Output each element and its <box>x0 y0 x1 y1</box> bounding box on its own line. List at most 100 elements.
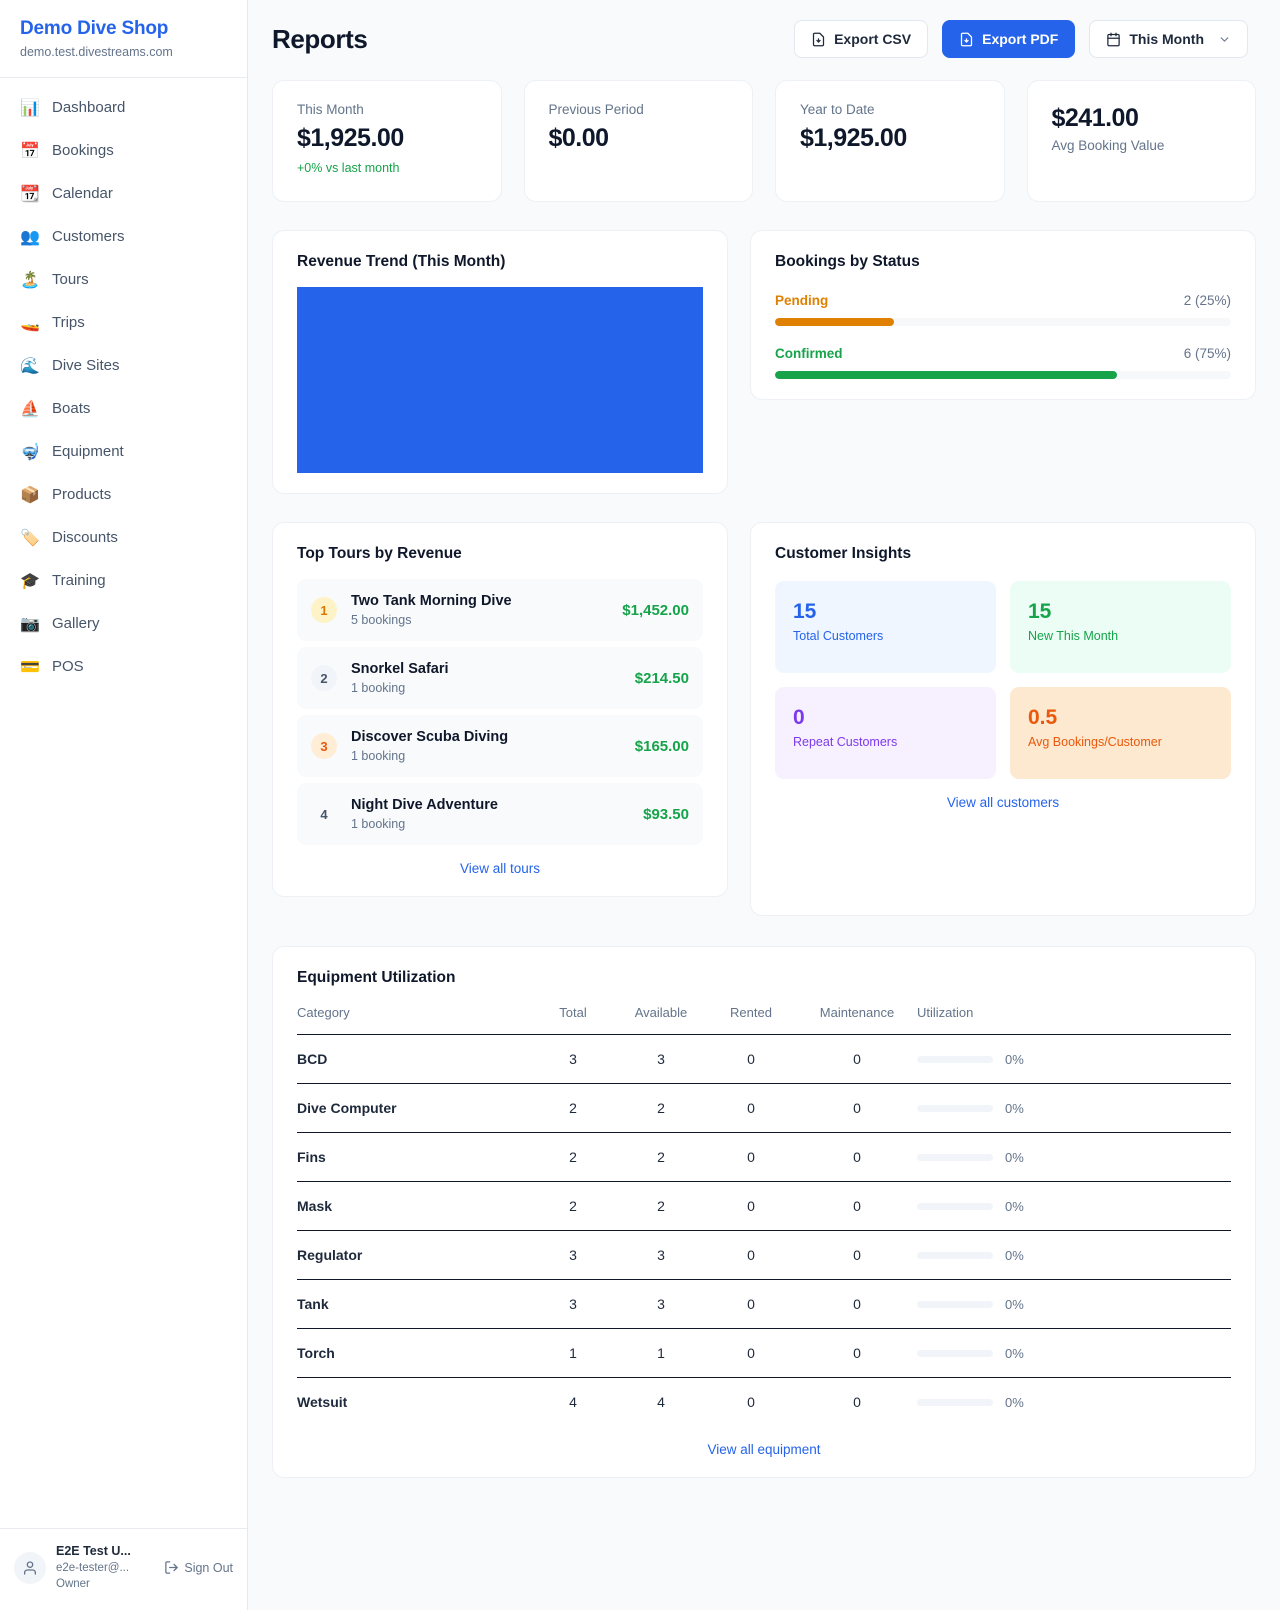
tour-name: Night Dive Adventure <box>351 797 498 813</box>
equipment-maintenance: 0 <box>797 1230 917 1280</box>
sidebar-item-label: Training <box>52 571 106 589</box>
stat-card: This Month $1,925.00 +0% vs last month <box>272 80 502 202</box>
period-select[interactable]: This Month <box>1089 20 1248 58</box>
trips-icon: 🚤 <box>20 312 40 332</box>
tour-revenue: $165.00 <box>634 737 689 755</box>
sidebar: Demo Dive Shop demo.test.divestreams.com… <box>0 0 248 1610</box>
sidebar-item-equipment[interactable]: 🤿 Equipment <box>0 430 247 473</box>
table-row: Wetsuit 4 4 0 0 0% <box>297 1378 1231 1427</box>
dive-sites-icon: 🌊 <box>20 355 40 375</box>
customer-insights-title: Customer Insights <box>775 545 912 562</box>
utilization-meter: 0% <box>917 1199 1231 1214</box>
utilization-track <box>917 1202 993 1210</box>
table-row: Regulator 3 3 0 0 0% <box>297 1230 1231 1280</box>
revenue-trend-title: Revenue Trend (This Month) <box>297 253 506 270</box>
bookings-icon: 📅 <box>20 140 40 160</box>
brand-domain: demo.test.divestreams.com <box>20 45 173 59</box>
sidebar-item-dive-sites[interactable]: 🌊 Dive Sites <box>0 344 247 387</box>
sidebar-item-boats[interactable]: ⛵ Boats <box>0 387 247 430</box>
tour-rank-badge: 1 <box>311 597 337 623</box>
equipment-rented: 0 <box>705 1279 797 1329</box>
equipment-available: 2 <box>617 1132 705 1182</box>
sidebar-item-label: Discounts <box>52 528 118 546</box>
insight-value: 0 <box>793 706 805 729</box>
sidebar-item-dashboard[interactable]: 📊 Dashboard <box>0 86 247 129</box>
equipment-category: Tank <box>297 1279 529 1329</box>
equipment-utilization: 0% <box>917 1279 1231 1329</box>
sign-out-button[interactable]: Sign Out <box>164 1560 233 1575</box>
sidebar-item-label: Calendar <box>52 184 113 202</box>
user-role: Owner <box>56 1578 90 1590</box>
equipment-category: BCD <box>297 1034 529 1084</box>
export-pdf-button[interactable]: Export PDF <box>942 20 1076 58</box>
sidebar-item-discounts[interactable]: 🏷️ Discounts <box>0 516 247 559</box>
top-tours-title: Top Tours by Revenue <box>297 545 462 562</box>
revenue-chart <box>297 287 703 473</box>
tour-list-item[interactable]: 3 Discover Scuba Diving 1 booking $165.00 <box>297 715 703 777</box>
revenue-trend-panel: Revenue Trend (This Month) <box>272 230 728 494</box>
brand-block[interactable]: Demo Dive Shop demo.test.divestreams.com <box>0 0 247 78</box>
equipment-utilization: 0% <box>917 1083 1231 1133</box>
equipment-utilization: 0% <box>917 1181 1231 1231</box>
status-rows: Pending 2 (25%) Confirmed 6 (75%) <box>775 291 1231 379</box>
utilization-percent: 0% <box>1005 1247 1024 1263</box>
stat-label: Previous Period <box>548 102 644 117</box>
discounts-icon: 🏷️ <box>20 527 40 547</box>
page-title: Reports <box>272 23 368 54</box>
export-csv-label: Export CSV <box>834 31 912 47</box>
stat-value: $241.00 <box>1051 104 1139 132</box>
main-content: Reports Export CSV Exp <box>248 0 1280 1610</box>
status-fill <box>775 318 894 326</box>
tour-list-item[interactable]: 2 Snorkel Safari 1 booking $214.50 <box>297 647 703 709</box>
avatar <box>14 1551 46 1584</box>
sidebar-item-calendar[interactable]: 📆 Calendar <box>0 172 247 215</box>
tour-list-item[interactable]: 4 Night Dive Adventure 1 booking $93.50 <box>297 783 703 845</box>
sidebar-item-products[interactable]: 📦 Products <box>0 473 247 516</box>
user-meta: E2E Test U... e2e-tester@... Owner <box>56 1543 154 1592</box>
equipment-utilization: 0% <box>917 1132 1231 1182</box>
utilization-percent: 0% <box>1005 1345 1024 1361</box>
sidebar-item-pos[interactable]: 💳 POS <box>0 645 247 688</box>
sidebar-item-gallery[interactable]: 📷 Gallery <box>0 602 247 645</box>
utilization-meter: 0% <box>917 1150 1231 1165</box>
revenue-chart-plot <box>297 287 703 473</box>
view-all-customers-link[interactable]: View all customers <box>946 795 1060 810</box>
user-name: E2E Test U... <box>56 1544 131 1558</box>
sidebar-item-label: Bookings <box>52 141 114 159</box>
status-head: Pending 2 (25%) <box>775 291 1231 311</box>
page-header: Reports Export CSV Exp <box>272 0 1256 78</box>
view-all-tours-link[interactable]: View all tours <box>459 861 541 876</box>
status-name: Pending <box>775 293 829 308</box>
view-all-equipment-link[interactable]: View all equipment <box>707 1442 821 1457</box>
stat-label: This Month <box>297 102 364 117</box>
tour-revenue: $93.50 <box>643 805 689 823</box>
equipment-utilization-title: Equipment Utilization <box>297 969 456 986</box>
logout-icon <box>165 1561 179 1574</box>
tour-rank-badge: 2 <box>311 665 337 691</box>
equipment-available: 3 <box>617 1279 705 1329</box>
export-csv-button[interactable]: Export CSV <box>794 20 929 58</box>
bookings-by-status-panel: Bookings by Status Pending 2 (25%) Confirm… <box>750 230 1256 400</box>
user-email: e2e-tester@... <box>56 1562 130 1574</box>
tour-rank-badge: 3 <box>311 733 337 759</box>
equipment-total: 2 <box>529 1132 617 1182</box>
customer-insight-cards: 15 Total Customers 15 New This Month 0 Repeat… <box>775 581 1231 779</box>
status-row: Pending 2 (25%) <box>775 291 1231 326</box>
equipment-category: Regulator <box>297 1230 529 1280</box>
status-name: Confirmed <box>775 346 843 361</box>
status-track <box>775 318 1231 326</box>
sidebar-item-training[interactable]: 🎓 Training <box>0 559 247 602</box>
sidebar-item-bookings[interactable]: 📅 Bookings <box>0 129 247 172</box>
tour-list-item[interactable]: 1 Two Tank Morning Dive 5 bookings $1,452.0… <box>297 579 703 641</box>
boats-icon: ⛵ <box>20 398 40 418</box>
sidebar-item-tours[interactable]: 🏝️ Tours <box>0 258 247 301</box>
sidebar-item-trips[interactable]: 🚤 Trips <box>0 301 247 344</box>
export-pdf-label: Export PDF <box>982 31 1059 47</box>
sidebar-item-label: Equipment <box>52 442 124 460</box>
top-tours-panel: Top Tours by Revenue 1 Two Tank Morning D… <box>272 522 728 897</box>
equipment-utilization: 0% <box>917 1378 1231 1427</box>
sidebar-item-customers[interactable]: 👥 Customers <box>0 215 247 258</box>
file-download-icon <box>812 32 825 46</box>
stat-value: $1,925.00 <box>800 124 907 152</box>
